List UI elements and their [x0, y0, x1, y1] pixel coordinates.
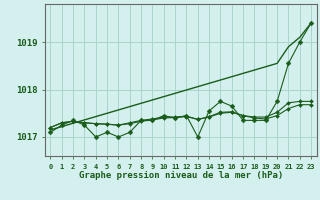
X-axis label: Graphe pression niveau de la mer (hPa): Graphe pression niveau de la mer (hPa): [79, 171, 283, 180]
